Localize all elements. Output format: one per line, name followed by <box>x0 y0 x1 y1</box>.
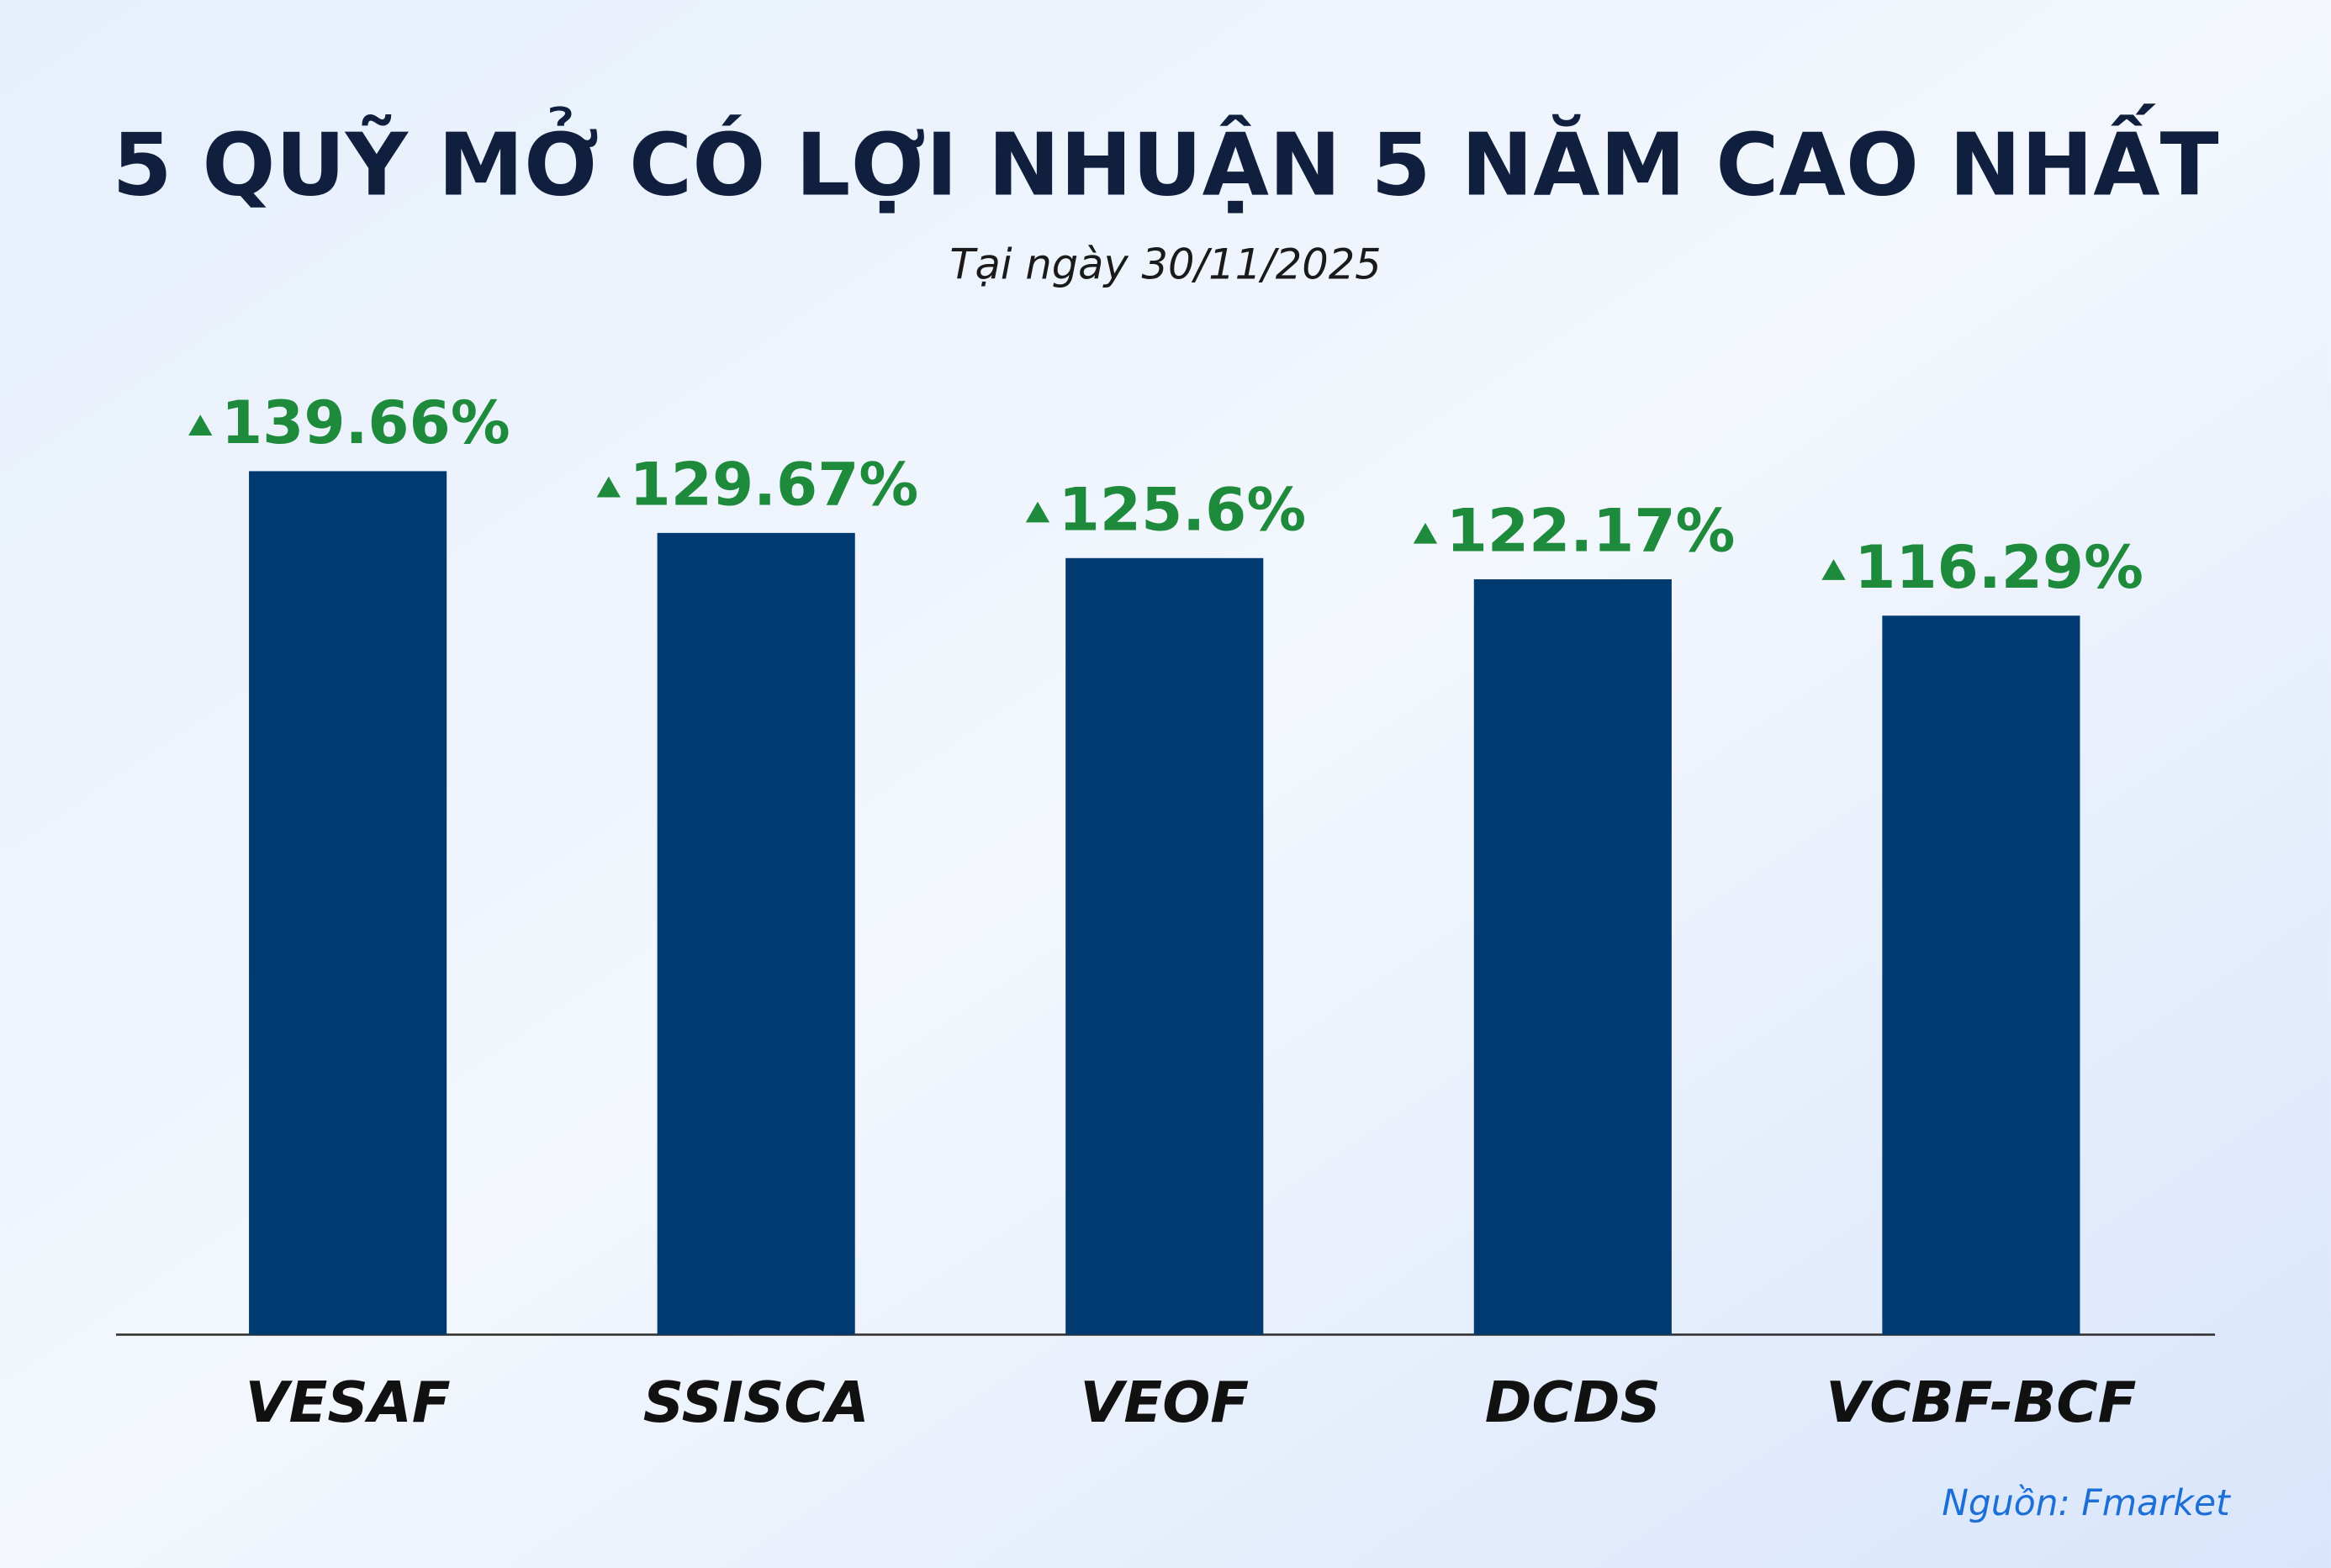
bar <box>657 532 855 1335</box>
up-arrow <box>1025 501 1050 523</box>
value-label: 125.6% <box>1059 474 1306 544</box>
bar <box>249 471 447 1335</box>
x-tick-label: SSISCA <box>643 1370 870 1435</box>
up-arrow <box>1413 522 1438 544</box>
x-tick-label: VEOF <box>1080 1370 1249 1435</box>
value-label: 139.66% <box>221 388 510 457</box>
x-tick-label: VCBF-BCF <box>1826 1370 2136 1435</box>
x-tick-label: DCDS <box>1485 1370 1661 1435</box>
value-label: 116.29% <box>1854 532 2143 602</box>
chart-title: 5 QUỸ MỞ CÓ LỢI NHUẬN 5 NĂM CAO NHẤT <box>112 103 2218 216</box>
bar <box>1065 557 1264 1335</box>
value-label: 122.17% <box>1446 496 1736 566</box>
up-arrow <box>596 476 621 498</box>
chart-subtitle: Tại ngày 30/11/2025 <box>949 240 1381 289</box>
source-note: Nguồn: Fmarket <box>1942 1483 2231 1524</box>
bar <box>1882 615 2080 1335</box>
up-arrow <box>1821 559 1846 580</box>
value-label: 129.67% <box>630 449 919 519</box>
bar <box>1473 579 1672 1335</box>
up-arrow <box>188 414 213 436</box>
x-tick-label: VESAF <box>246 1370 451 1435</box>
